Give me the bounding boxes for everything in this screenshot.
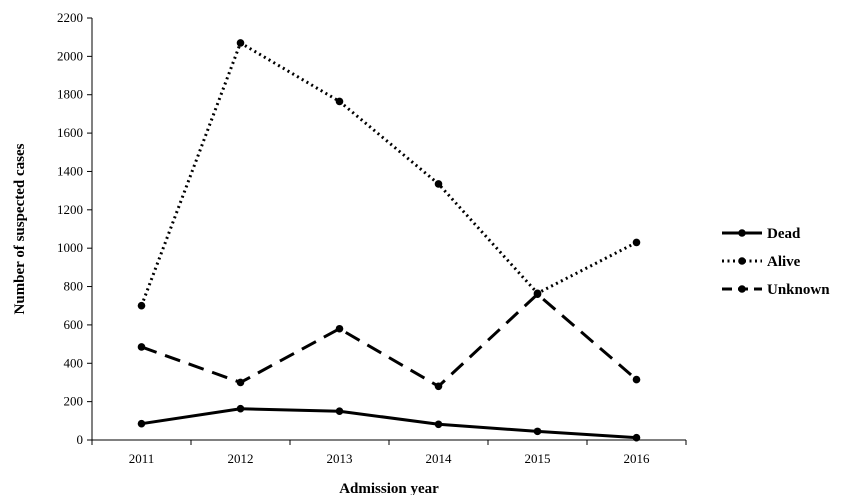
y-tick-label: 400 [64, 355, 84, 370]
legend-item-dead: Dead [722, 226, 801, 242]
data-point-dead [533, 427, 542, 436]
legend-item-unknown: Unknown [722, 282, 830, 298]
legend-swatch-marker [738, 229, 746, 237]
legend-item-alive: Alive [722, 254, 801, 270]
series-line-dead [141, 407, 637, 440]
data-point-dead [137, 419, 146, 428]
y-tick-label: 1600 [57, 125, 83, 140]
y-tick-label: 2000 [57, 48, 83, 63]
series-dead [137, 404, 641, 442]
x-tick-label: 2012 [228, 451, 254, 466]
legend: Dead Alive Unknown [722, 226, 830, 298]
data-point-alive [236, 39, 245, 47]
data-point-dead [632, 433, 641, 442]
legend-swatch-marker [738, 285, 746, 293]
legend-label-dead: Dead [767, 226, 801, 242]
x-tick-label: 2016 [624, 451, 651, 466]
x-axis: 2011 2012 2013 2014 2015 2016 [91, 439, 687, 466]
data-point-dead [434, 420, 443, 429]
y-tick-label: 0 [77, 432, 84, 447]
legend-label-alive: Alive [767, 254, 801, 270]
y-tick-label: 1800 [57, 87, 83, 102]
data-point-unknown [236, 378, 245, 387]
x-tick-label: 2014 [426, 451, 453, 466]
data-point-alive [434, 180, 443, 188]
y-tick-label: 2200 [57, 10, 83, 25]
x-axis-title: Admission year [339, 481, 439, 495]
x-tick-label: 2015 [525, 451, 551, 466]
x-tick-label: 2013 [327, 451, 353, 466]
y-tick-label: 1000 [57, 240, 83, 255]
data-point-unknown [137, 343, 146, 351]
y-axis: 0 200 400 600 800 1000 1200 1400 1600 1800 2000 220… [57, 10, 93, 447]
data-point-dead [236, 404, 245, 413]
y-tick-label: 200 [64, 394, 84, 409]
series-alive [137, 39, 641, 310]
data-point-alive [632, 238, 641, 247]
series-layer [137, 39, 641, 442]
series-line-alive [140, 41, 638, 307]
data-point-alive [137, 301, 146, 310]
y-tick-label: 600 [64, 317, 84, 332]
legend-swatch-marker [738, 257, 746, 265]
series-unknown [137, 290, 641, 391]
data-point-unknown [434, 382, 443, 391]
x-tick-label: 2011 [129, 451, 155, 466]
y-axis-title: Number of suspected cases [12, 143, 28, 314]
series-line-unknown [140, 292, 638, 388]
y-tick-label: 1400 [57, 163, 83, 178]
legend-label-unknown: Unknown [767, 282, 830, 298]
data-point-alive [335, 97, 344, 106]
y-tick-label: 800 [64, 279, 84, 294]
data-point-dead [335, 407, 344, 416]
data-point-unknown [533, 290, 542, 299]
y-tick-label: 1200 [57, 202, 83, 217]
data-point-unknown [632, 375, 641, 384]
data-point-unknown [335, 324, 344, 333]
